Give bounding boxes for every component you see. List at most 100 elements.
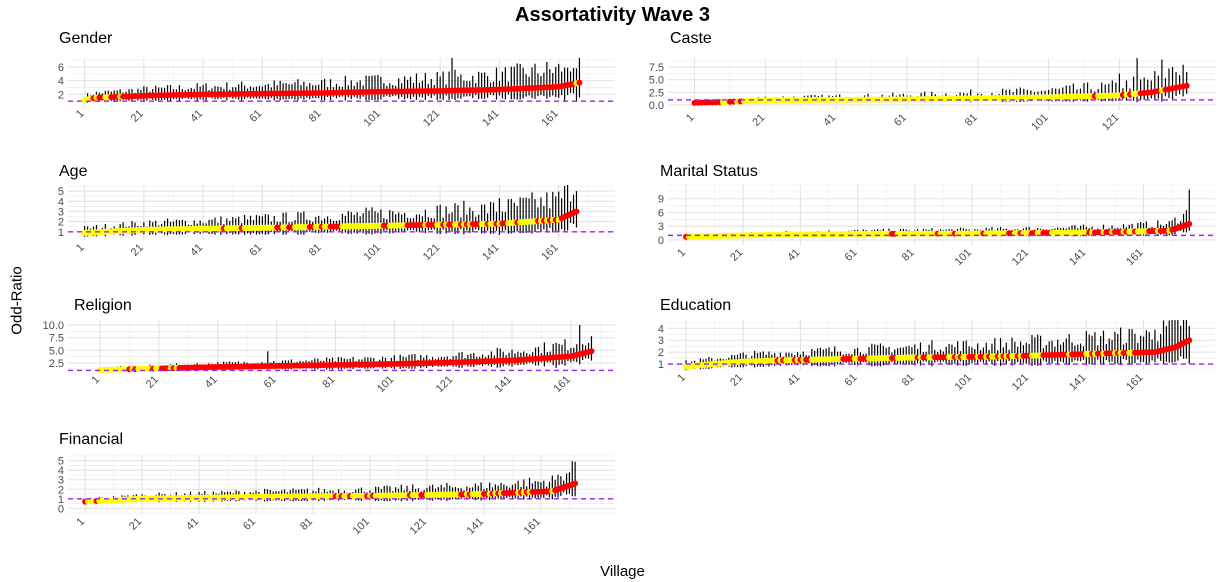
x-tick-label: 81: [900, 372, 917, 389]
x-tick-label: 21: [728, 247, 745, 264]
panel-title-religion: Religion: [74, 297, 132, 314]
x-tick-label: 121: [408, 516, 429, 537]
x-tick-label: 141: [493, 374, 514, 395]
x-tick-label: 161: [552, 374, 573, 395]
x-tick-label: 101: [362, 108, 383, 129]
y-tick-label: 5.0: [649, 75, 664, 87]
y-tick-label: 4: [58, 465, 64, 477]
x-tick-label: 41: [785, 247, 802, 264]
y-tick-label: 5: [58, 186, 64, 198]
x-tick-label: 121: [1100, 112, 1121, 133]
x-tick-label: 81: [298, 516, 315, 533]
x-tick-label: 61: [843, 372, 860, 389]
x-tick-label: 61: [241, 516, 258, 533]
panel-caste: 0.02.55.07.51 21 41 61 81 101 121: [649, 58, 1215, 133]
y-tick-label: 3: [58, 475, 64, 487]
x-tick-label: 21: [127, 516, 144, 533]
y-tick-label: 3: [58, 206, 64, 218]
data-point: [576, 79, 583, 86]
x-tick-label: 61: [262, 374, 279, 391]
x-tick-label: 41: [184, 516, 201, 533]
y-tick-label: 7.5: [649, 62, 664, 74]
x-tick-label: 121: [421, 108, 442, 129]
x-tick-label: 1: [675, 372, 688, 385]
x-tick-label: 21: [129, 108, 146, 125]
panel-title-gender: Gender: [59, 30, 113, 47]
x-tick-label: 61: [843, 247, 860, 264]
x-tick-label: 101: [953, 372, 974, 393]
y-tick-label: 3: [658, 335, 664, 347]
y-tick-label: 4: [58, 76, 64, 88]
x-tick-label: 141: [1067, 372, 1088, 393]
data-point: [573, 208, 580, 215]
y-tick-label: 2: [58, 89, 64, 101]
x-tick-label: 101: [351, 516, 372, 537]
y-tick-label: 0.0: [649, 100, 664, 112]
x-tick-label: 161: [522, 516, 543, 537]
x-tick-label: 41: [203, 374, 220, 391]
x-tick-label: 161: [1124, 372, 1145, 393]
x-tick-label: 121: [1010, 247, 1031, 268]
x-tick-label: 101: [1029, 112, 1050, 133]
data-point: [572, 480, 579, 487]
x-tick-label: 61: [247, 242, 264, 259]
x-tick-label: 41: [188, 242, 205, 259]
x-axis-label: Village: [600, 563, 645, 580]
y-tick-label: 4: [658, 323, 664, 335]
x-tick-label: 121: [421, 242, 442, 263]
x-tick-label: 101: [362, 242, 383, 263]
x-tick-label: 41: [188, 108, 205, 125]
data-point: [1186, 337, 1193, 344]
x-tick-label: 21: [144, 374, 161, 391]
panel-title-caste: Caste: [670, 30, 712, 47]
x-tick-label: 81: [320, 374, 337, 391]
y-tick-label: 4: [58, 196, 64, 208]
y-tick-label: 0: [58, 503, 64, 515]
y-tick-label: 2.5: [649, 87, 664, 99]
chart-title: Assortativity Wave 3: [515, 4, 710, 26]
y-tick-label: 1: [58, 494, 64, 506]
x-tick-label: 81: [307, 108, 324, 125]
panel-religion: 2.55.07.510.01 21 41 61 81 101 121 141 161: [43, 320, 615, 395]
x-tick-label: 1: [675, 247, 688, 260]
x-tick-label: 21: [129, 242, 146, 259]
x-tick-label: 141: [480, 108, 501, 129]
x-tick-label: 1: [684, 112, 697, 125]
x-tick-label: 61: [247, 108, 264, 125]
y-tick-label: 1: [658, 359, 664, 371]
y-tick-label: 2.5: [49, 358, 64, 370]
x-tick-label: 161: [539, 108, 560, 129]
y-tick-label: 0: [658, 235, 664, 247]
y-tick-label: 3: [658, 221, 664, 233]
panel-title-education: Education: [660, 297, 732, 314]
y-tick-label: 7.5: [49, 333, 64, 345]
x-tick-label: 141: [480, 242, 501, 263]
x-tick-label: 1: [89, 374, 102, 387]
x-tick-label: 1: [74, 242, 87, 255]
x-tick-label: 81: [900, 247, 917, 264]
panel-title-financial: Financial: [59, 431, 124, 448]
x-tick-label: 41: [821, 112, 838, 129]
panel-title-age: Age: [59, 163, 88, 180]
data-point: [588, 348, 595, 355]
x-tick-label: 141: [1067, 247, 1088, 268]
x-tick-label: 161: [1124, 247, 1145, 268]
x-tick-label: 21: [750, 112, 767, 129]
y-tick-label: 10.0: [43, 320, 64, 332]
x-tick-label: 81: [963, 112, 980, 129]
y-tick-label: 6: [58, 62, 64, 74]
x-tick-label: 81: [307, 242, 324, 259]
data-point: [1183, 82, 1190, 89]
x-tick-label: 121: [434, 374, 455, 395]
y-tick-label: 5: [58, 456, 64, 468]
x-tick-label: 1: [74, 108, 87, 121]
x-tick-label: 61: [892, 112, 909, 129]
y-tick-label: 6: [658, 207, 664, 219]
x-tick-label: 101: [375, 374, 396, 395]
